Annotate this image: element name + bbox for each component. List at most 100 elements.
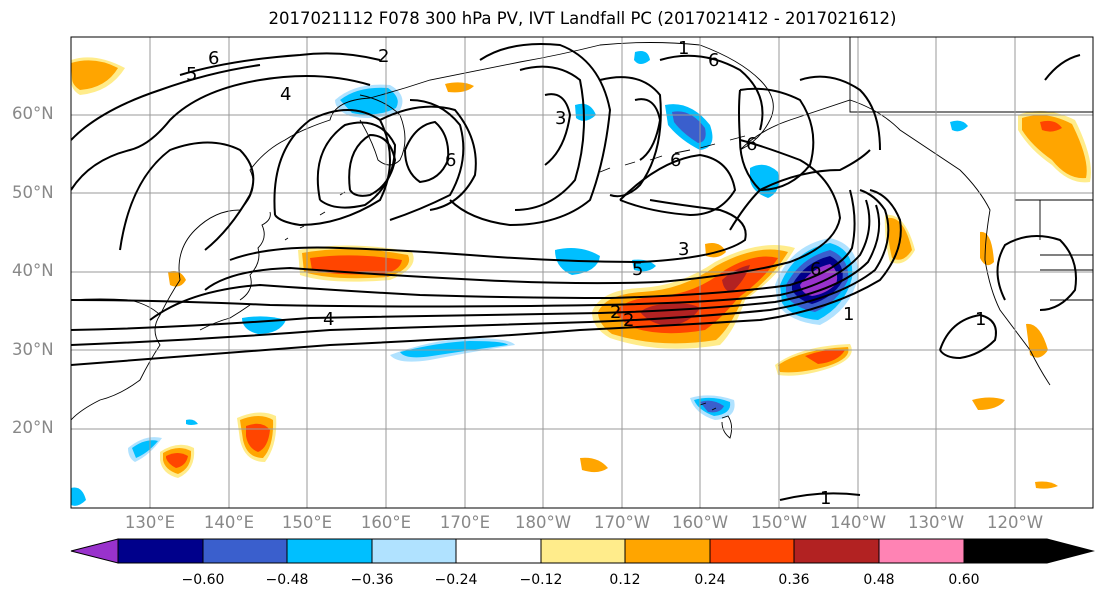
- contour-label: 6: [810, 259, 821, 280]
- pv-contour: [729, 149, 871, 231]
- pv-contour: [316, 121, 397, 209]
- coastline: [359, 94, 406, 166]
- pv-contour: [599, 76, 662, 198]
- shade-orange: [980, 231, 994, 266]
- lon-label: 140°E: [203, 513, 255, 532]
- lon-label: 140°W: [829, 513, 887, 532]
- colorbar-tick: 0.48: [863, 572, 895, 588]
- pv-contour: [273, 109, 391, 227]
- colorbar-bin: [878, 538, 965, 564]
- shade-red: [246, 423, 270, 452]
- colorbar: [70, 538, 1095, 564]
- contour-label: 6: [208, 48, 219, 69]
- contour-label: 2: [378, 46, 389, 67]
- pv-contour: [71, 189, 902, 366]
- shade-blue: [700, 400, 724, 413]
- contour-label: 2: [623, 310, 634, 331]
- lon-label: 150°E: [281, 513, 333, 532]
- colorbar-tick: −0.12: [519, 572, 563, 588]
- contour-label: 2: [610, 302, 621, 323]
- shade-blue: [575, 103, 596, 121]
- shade-red: [166, 453, 188, 468]
- shade-blue: [672, 111, 706, 143]
- shade-orange: [71, 60, 118, 90]
- shade-orange: [972, 397, 1005, 410]
- pv-contour: [799, 75, 881, 151]
- pv-contour: [404, 120, 450, 184]
- shade-blue: [400, 341, 508, 358]
- shade-red: [1040, 120, 1062, 132]
- contour-label: 5: [186, 64, 197, 85]
- lon-label: 170°E: [439, 513, 491, 532]
- colorbar-bin: [202, 538, 288, 564]
- contour-labels: 6 5 4 2 1 6 3 6 6 6 3 5 6 4 2 2 1 1 1: [186, 38, 986, 509]
- lon-label: 180°W: [514, 513, 572, 532]
- pv-contour: [229, 199, 747, 264]
- contour-label: 3: [555, 108, 566, 129]
- map-title: 2017021112 F078 300 hPa PV, IVT Landfall…: [268, 9, 897, 28]
- pv-contours: [71, 43, 1081, 501]
- pv-contour: [634, 98, 662, 161]
- pv-contour: [738, 87, 815, 192]
- colorbar-tick: −0.48: [265, 572, 309, 588]
- lon-label: 130°W: [907, 513, 965, 532]
- graticule: [71, 37, 1093, 508]
- pv-contour: [449, 43, 612, 227]
- pv-contour: [379, 105, 477, 211]
- colorbar-extend-low: [70, 538, 119, 564]
- colorbar-bin: [371, 538, 457, 564]
- contour-label: 6: [746, 134, 757, 155]
- contour-label: 6: [708, 50, 719, 71]
- shade-blue: [950, 120, 968, 132]
- colorbar-tick: 0.24: [694, 572, 726, 588]
- colorbar-bin: [709, 538, 795, 564]
- colorbar-tick: 0.60: [948, 572, 980, 588]
- map-frame: [70, 36, 1094, 509]
- shade-blue: [132, 440, 158, 458]
- lon-label: 160°W: [671, 513, 729, 532]
- contour-label: 4: [280, 84, 291, 105]
- pv-contour: [204, 139, 842, 291]
- contour-label: 1: [678, 38, 689, 59]
- contour-label: 6: [445, 150, 456, 171]
- pv-contour: [119, 141, 255, 251]
- coastline: [239, 211, 271, 301]
- colorbar-bin: [540, 538, 626, 564]
- shade-orange: [445, 82, 474, 93]
- contour-label: 3: [678, 239, 689, 260]
- colorbar-tick: −0.36: [350, 572, 394, 588]
- shade-blue: [186, 419, 198, 425]
- colorbar-bin: [793, 538, 880, 564]
- contour-label: 4: [323, 309, 334, 330]
- lon-label: 130°E: [124, 513, 176, 532]
- shade-blue: [242, 316, 286, 334]
- coastline: [699, 402, 733, 439]
- coastline: [284, 191, 346, 241]
- pv-contour: [71, 64, 261, 141]
- colorbar-bin: [117, 538, 204, 564]
- pv-contour: [514, 65, 585, 211]
- colorbar-tick: 0.36: [778, 572, 810, 588]
- lat-label: 40°N: [12, 261, 54, 280]
- colorbar-tick: −0.60: [181, 572, 225, 588]
- coastline: [699, 44, 1051, 386]
- contour-label: 5: [632, 259, 643, 280]
- shade-blue: [71, 487, 86, 506]
- contour-label: 1: [843, 304, 854, 325]
- coastline: [599, 135, 746, 173]
- lon-label: 120°W: [986, 513, 1044, 532]
- border: [1040, 269, 1093, 301]
- colorbar-tick: −0.24: [434, 572, 478, 588]
- contour-label: 6: [670, 150, 681, 171]
- shade-orange: [1035, 481, 1058, 489]
- shade-orange: [1022, 115, 1087, 179]
- pv-contour: [939, 313, 997, 360]
- pv-contour: [1044, 54, 1081, 81]
- shade-blue: [634, 51, 650, 64]
- shade-red: [310, 255, 402, 275]
- pv-contour: [348, 133, 397, 197]
- pv-contour: [659, 54, 764, 131]
- colorbar-bin: [624, 538, 711, 564]
- pv-contour: [149, 189, 856, 321]
